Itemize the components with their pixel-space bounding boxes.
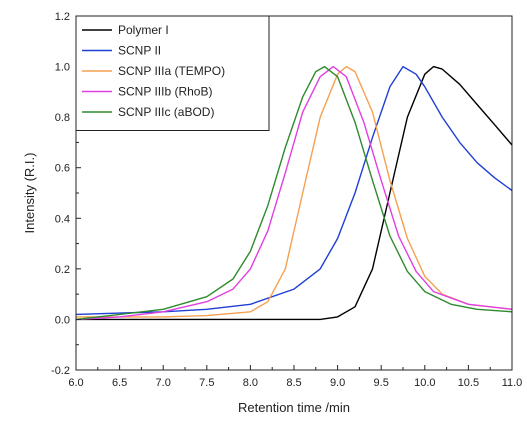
x-axis-ticks: 6.0 6.5 7.0 7.5 8.0 8.5 9.0 9.5 10.0 10.5 11.0: [68, 365, 522, 389]
x-tick-label: 7.5: [199, 377, 214, 389]
y-tick-label: 0.4: [55, 213, 70, 225]
x-tick-label: 7.0: [156, 377, 171, 389]
y-tick-label: 0.0: [55, 314, 70, 326]
series-line-2: [76, 65, 513, 318]
y-tick-label: 0.2: [55, 264, 70, 276]
x-tick-label: 6.5: [112, 377, 127, 389]
series-line-0: [76, 65, 513, 321]
legend-label-4: SCNP IIIc (aBOD): [118, 105, 214, 119]
x-tick-label: 8.5: [286, 377, 301, 389]
y-axis-label: Intensity (R.I.): [22, 153, 37, 234]
legend: Polymer I SCNP II SCNP IIIa (TEMPO) SCNP II…: [75, 15, 270, 131]
legend-label-1: SCNP II: [118, 44, 161, 58]
x-tick-label: 10.0: [414, 377, 435, 389]
y-tick-label: -0.2: [51, 365, 70, 377]
series-lines: [75, 65, 513, 321]
y-tick-label: 0.8: [55, 112, 70, 124]
legend-label-3: SCNP IIIb (RhoB): [118, 85, 212, 99]
x-tick-label: 6.0: [68, 377, 83, 389]
y-tick-label: 1.0: [55, 62, 70, 74]
series-line-3: [75, 65, 513, 321]
x-axis-label: Retention time /min: [238, 400, 350, 415]
series-line-1: [75, 65, 513, 316]
x-tick-label: 11.0: [502, 377, 523, 389]
x-tick-label: 9.5: [374, 377, 389, 389]
x-tick-label: 8.0: [243, 377, 258, 389]
series-line-4: [75, 65, 513, 321]
x-tick-label: 9.0: [330, 377, 345, 389]
y-tick-label: 0.6: [55, 163, 70, 175]
legend-label-2: SCNP IIIa (TEMPO): [118, 64, 225, 78]
y-tick-label: 1.2: [55, 11, 70, 23]
x-tick-label: 10.5: [458, 377, 479, 389]
legend-label-0: Polymer I: [118, 23, 169, 37]
